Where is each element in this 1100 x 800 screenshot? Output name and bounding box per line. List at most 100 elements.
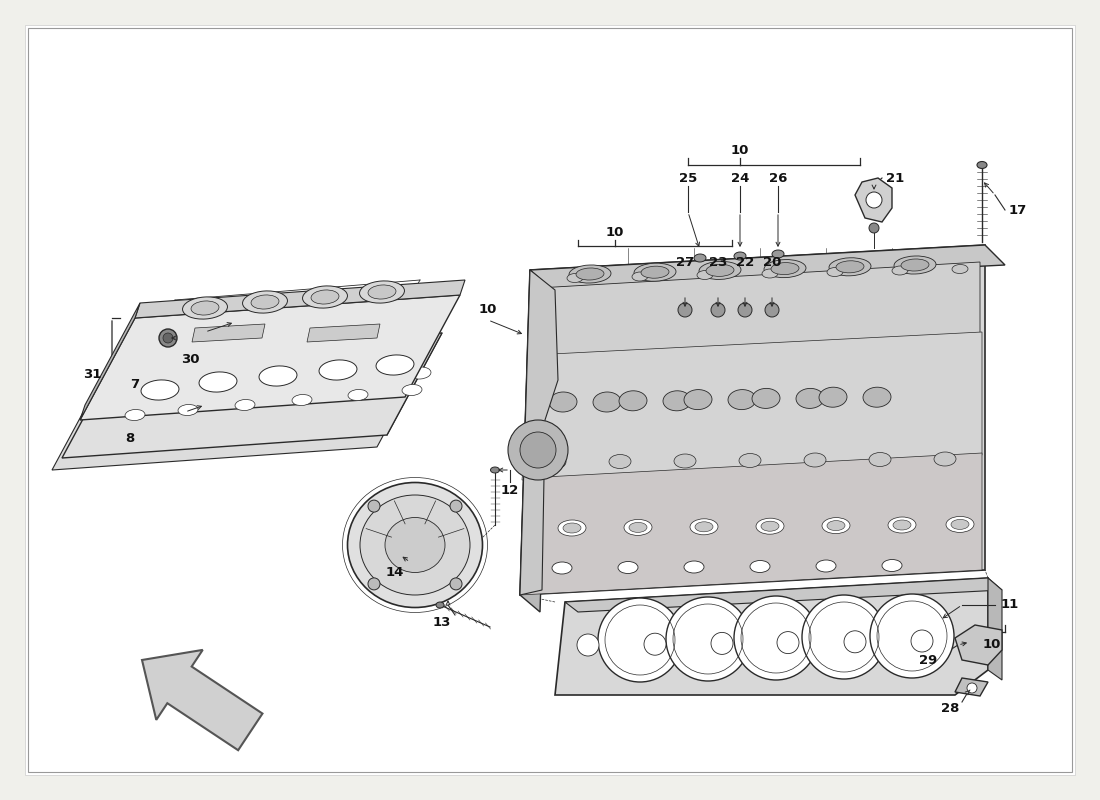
Ellipse shape bbox=[249, 384, 271, 396]
Polygon shape bbox=[565, 578, 1002, 612]
Ellipse shape bbox=[191, 301, 219, 315]
Text: 21: 21 bbox=[886, 171, 904, 185]
Ellipse shape bbox=[892, 266, 907, 275]
Circle shape bbox=[450, 578, 462, 590]
Polygon shape bbox=[520, 245, 984, 595]
Ellipse shape bbox=[348, 482, 483, 607]
Text: 14: 14 bbox=[386, 566, 404, 578]
Ellipse shape bbox=[436, 602, 444, 608]
Ellipse shape bbox=[750, 561, 770, 573]
Ellipse shape bbox=[796, 388, 824, 409]
Text: 10: 10 bbox=[730, 143, 749, 157]
Ellipse shape bbox=[756, 518, 784, 534]
Circle shape bbox=[711, 303, 725, 317]
Ellipse shape bbox=[368, 285, 396, 299]
Ellipse shape bbox=[629, 522, 647, 533]
Ellipse shape bbox=[178, 405, 198, 415]
Ellipse shape bbox=[183, 297, 228, 319]
Ellipse shape bbox=[360, 495, 470, 595]
Ellipse shape bbox=[566, 274, 583, 282]
Polygon shape bbox=[530, 245, 1005, 288]
Ellipse shape bbox=[894, 256, 936, 274]
Ellipse shape bbox=[663, 390, 691, 411]
Ellipse shape bbox=[402, 385, 422, 395]
Text: 17: 17 bbox=[1009, 203, 1027, 217]
Ellipse shape bbox=[698, 262, 741, 279]
Ellipse shape bbox=[362, 372, 384, 384]
Ellipse shape bbox=[593, 392, 622, 412]
Ellipse shape bbox=[864, 387, 891, 407]
Polygon shape bbox=[530, 262, 980, 360]
Ellipse shape bbox=[827, 521, 845, 530]
Ellipse shape bbox=[125, 410, 145, 421]
Ellipse shape bbox=[674, 454, 696, 468]
Ellipse shape bbox=[934, 452, 956, 466]
Ellipse shape bbox=[690, 518, 718, 535]
Circle shape bbox=[368, 578, 379, 590]
Ellipse shape bbox=[242, 291, 287, 313]
Text: 20: 20 bbox=[762, 255, 781, 269]
Ellipse shape bbox=[827, 267, 843, 277]
Circle shape bbox=[160, 329, 177, 347]
Ellipse shape bbox=[549, 392, 578, 412]
Text: 29: 29 bbox=[918, 654, 937, 666]
Polygon shape bbox=[80, 295, 460, 420]
Text: 26: 26 bbox=[769, 171, 788, 185]
Polygon shape bbox=[520, 453, 982, 595]
Ellipse shape bbox=[804, 453, 826, 467]
Ellipse shape bbox=[348, 390, 369, 401]
Polygon shape bbox=[955, 625, 1002, 665]
Text: 11: 11 bbox=[1001, 598, 1019, 611]
Polygon shape bbox=[135, 280, 465, 318]
Ellipse shape bbox=[292, 394, 312, 406]
Circle shape bbox=[666, 597, 750, 681]
Ellipse shape bbox=[235, 399, 255, 410]
Ellipse shape bbox=[946, 516, 974, 533]
Polygon shape bbox=[80, 303, 140, 420]
Polygon shape bbox=[556, 578, 988, 695]
Ellipse shape bbox=[697, 270, 713, 279]
Polygon shape bbox=[52, 345, 432, 470]
Circle shape bbox=[738, 303, 752, 317]
Text: 22: 22 bbox=[736, 255, 755, 269]
Circle shape bbox=[870, 594, 954, 678]
Ellipse shape bbox=[544, 455, 566, 469]
Polygon shape bbox=[855, 178, 892, 222]
Ellipse shape bbox=[772, 250, 784, 258]
Ellipse shape bbox=[624, 519, 652, 535]
Ellipse shape bbox=[634, 263, 676, 282]
Circle shape bbox=[711, 632, 733, 654]
Ellipse shape bbox=[695, 522, 713, 532]
Ellipse shape bbox=[609, 454, 631, 469]
Circle shape bbox=[802, 595, 886, 679]
Ellipse shape bbox=[952, 519, 969, 530]
Ellipse shape bbox=[552, 562, 572, 574]
Ellipse shape bbox=[360, 281, 405, 303]
Ellipse shape bbox=[258, 366, 297, 386]
Ellipse shape bbox=[385, 518, 446, 573]
Text: 12: 12 bbox=[500, 483, 519, 497]
Polygon shape bbox=[142, 650, 263, 750]
Circle shape bbox=[644, 634, 666, 655]
Polygon shape bbox=[988, 578, 1002, 680]
Circle shape bbox=[869, 223, 879, 233]
Circle shape bbox=[520, 432, 556, 468]
Ellipse shape bbox=[977, 162, 987, 169]
Ellipse shape bbox=[302, 286, 348, 308]
Text: 30: 30 bbox=[180, 354, 199, 366]
Ellipse shape bbox=[771, 262, 799, 274]
Circle shape bbox=[578, 634, 600, 656]
Circle shape bbox=[734, 596, 818, 680]
Polygon shape bbox=[520, 270, 558, 595]
Ellipse shape bbox=[491, 467, 499, 473]
Ellipse shape bbox=[694, 254, 706, 262]
Ellipse shape bbox=[882, 559, 902, 571]
Ellipse shape bbox=[762, 269, 778, 278]
Ellipse shape bbox=[888, 517, 916, 533]
Ellipse shape bbox=[192, 390, 215, 402]
Text: 10: 10 bbox=[606, 226, 624, 238]
Ellipse shape bbox=[569, 265, 611, 283]
Ellipse shape bbox=[306, 378, 328, 390]
Ellipse shape bbox=[706, 264, 734, 277]
Text: 10: 10 bbox=[982, 638, 1001, 651]
